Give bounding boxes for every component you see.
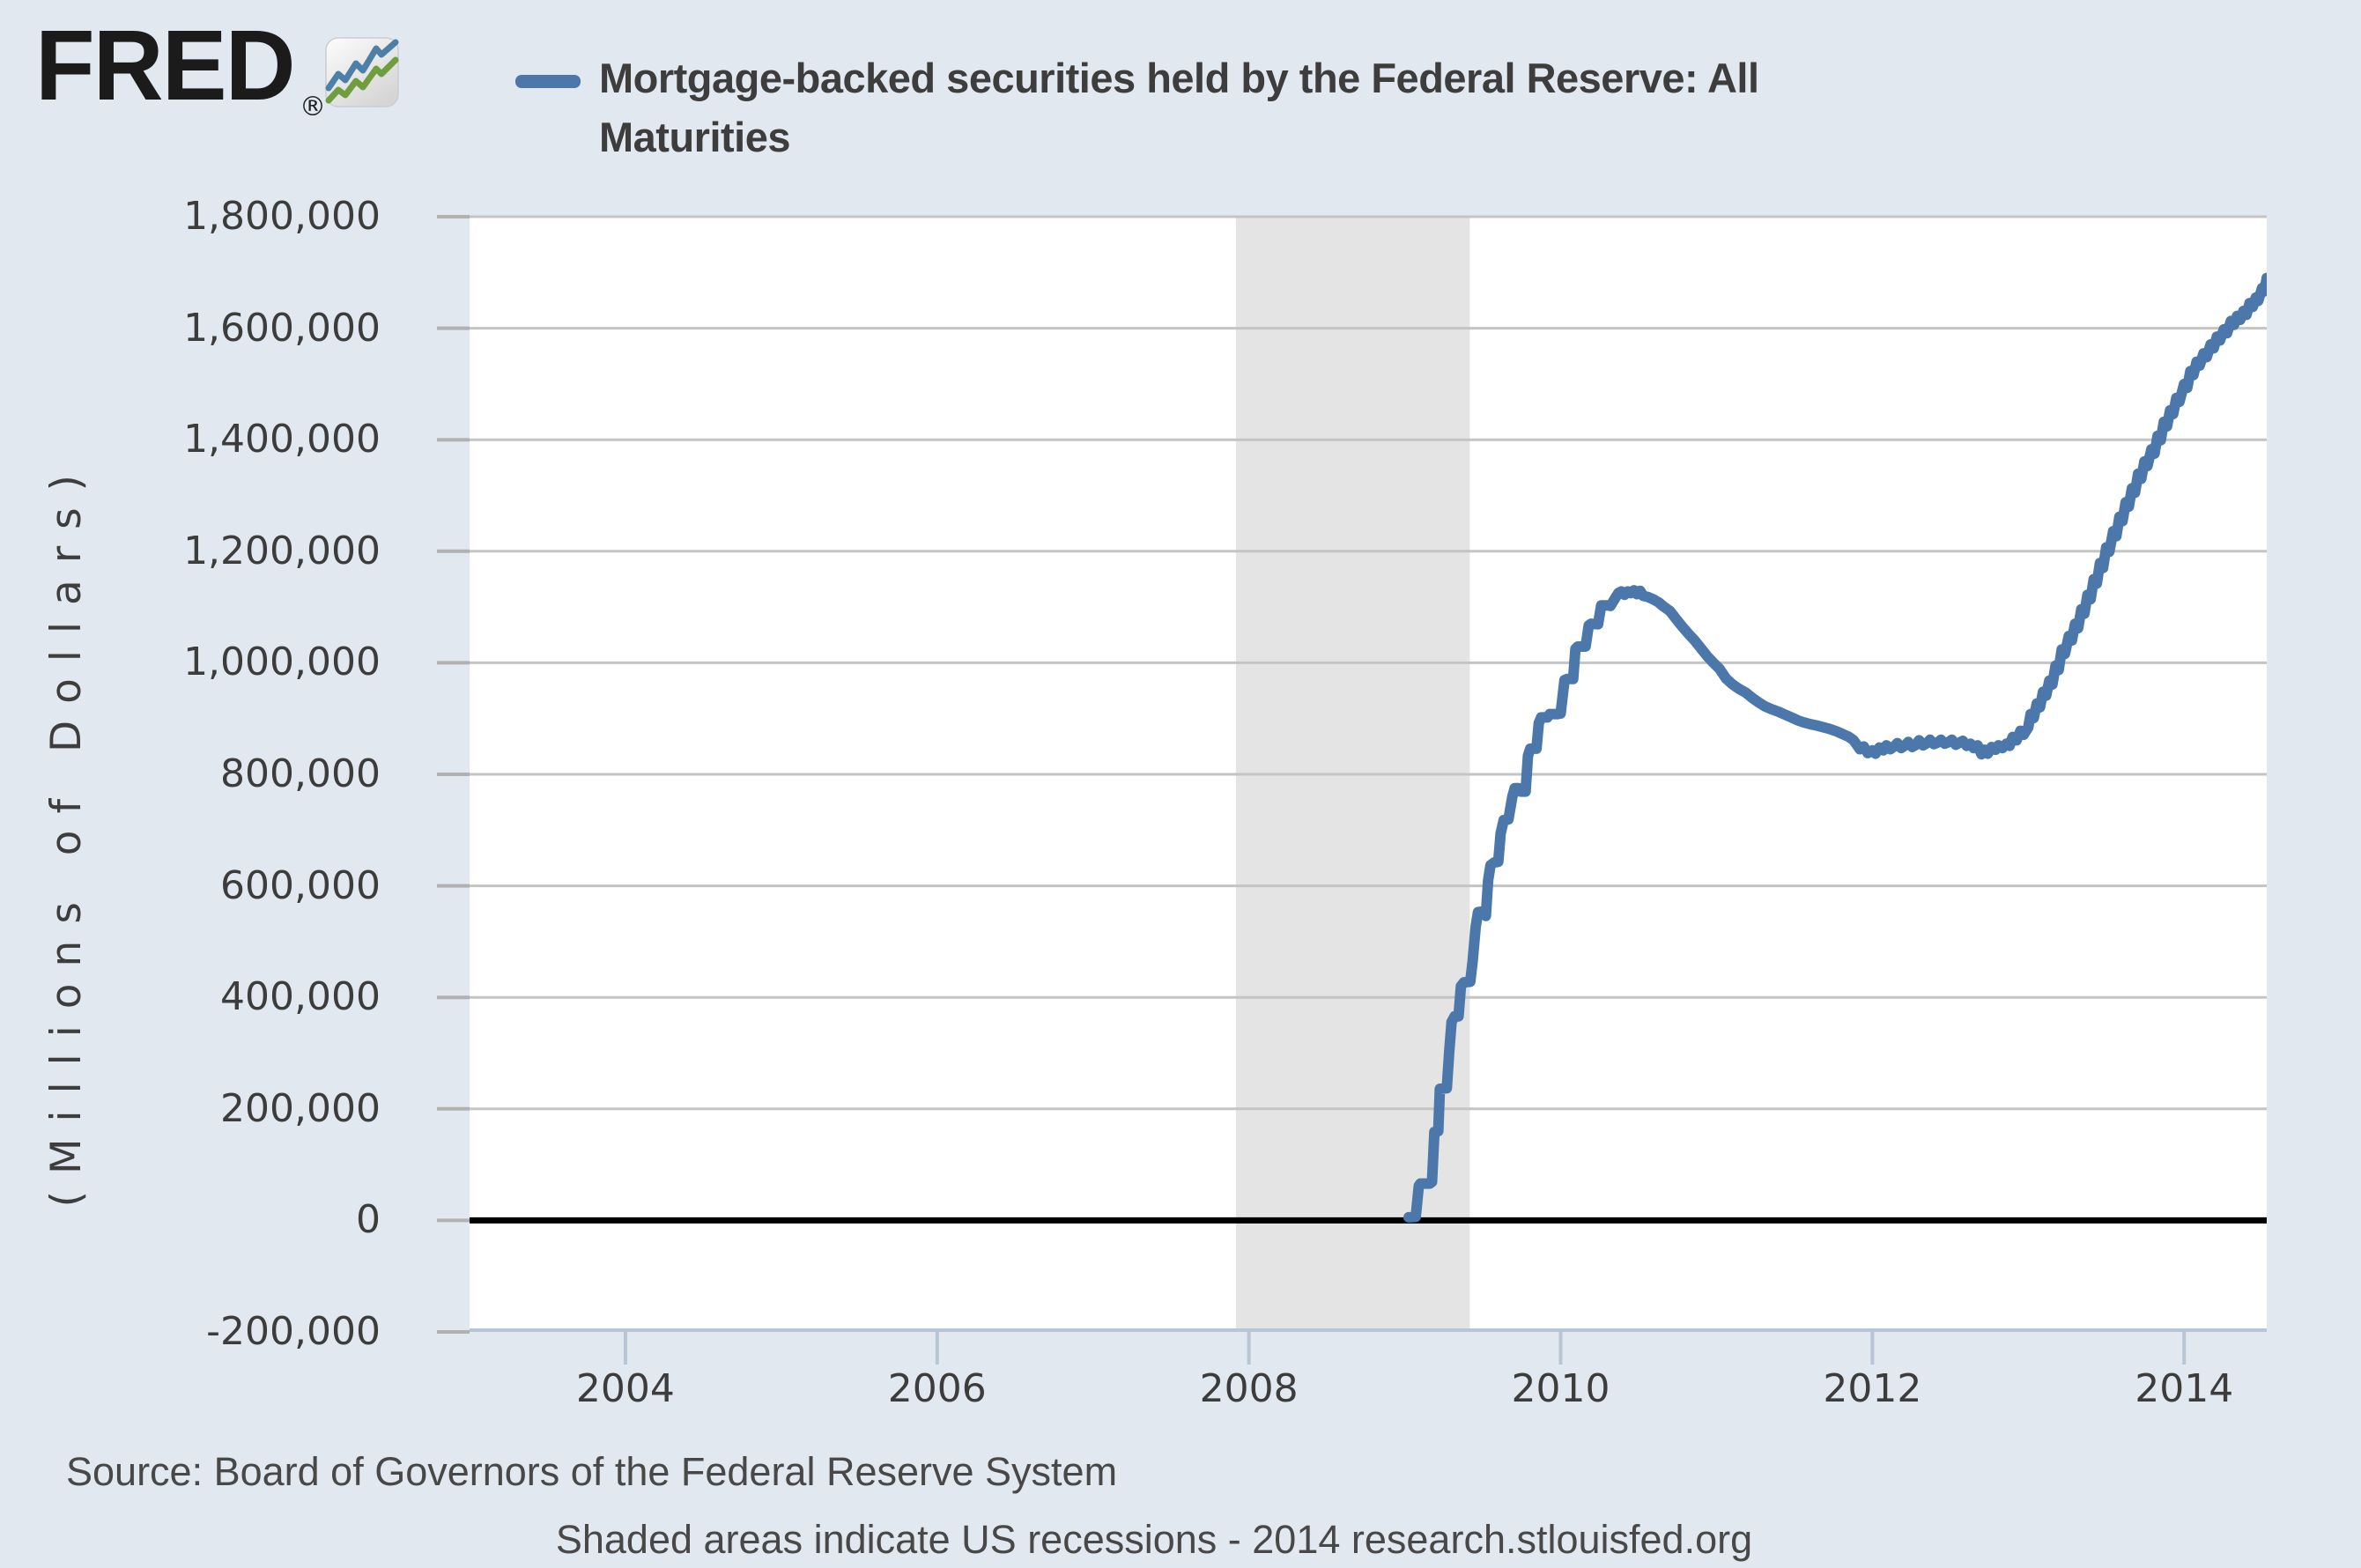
x-axis-tick-label: 2012 bbox=[1823, 1366, 1922, 1411]
y-axis-tick-label: 1,400,000 bbox=[183, 417, 381, 462]
series-line bbox=[1403, 272, 2267, 1223]
y-axis-tick-label: 0 bbox=[356, 1197, 381, 1243]
x-axis-tick-label: 2010 bbox=[1511, 1366, 1610, 1411]
y-axis-tick-label: 800,000 bbox=[220, 751, 381, 796]
y-axis-tick-label: 400,000 bbox=[220, 974, 381, 1020]
legend-series-label: Mortgage-backed securities held by the F… bbox=[599, 55, 1759, 160]
x-axis-tick-label: 2014 bbox=[2135, 1366, 2234, 1411]
fred-logo-text: FRED bbox=[35, 10, 296, 121]
x-axis-tick-label: 2006 bbox=[887, 1366, 987, 1411]
logo-icon-blue-line bbox=[325, 39, 399, 92]
y-axis-tick-label: 1,200,000 bbox=[183, 528, 381, 573]
logo-icon-green-line bbox=[325, 56, 399, 104]
y-axis-tick-label: 1,600,000 bbox=[183, 305, 381, 351]
y-axis-tick-label: 1,000,000 bbox=[183, 640, 381, 685]
y-axis-tick-label: 1,800,000 bbox=[183, 194, 381, 239]
source-attribution: Source: Board of Governors of the Federa… bbox=[66, 1449, 1118, 1494]
y-axis-tick-label: 200,000 bbox=[220, 1085, 381, 1131]
fred-logo-sparkline-icon bbox=[325, 37, 399, 107]
y-axis-tick-label: 600,000 bbox=[220, 862, 381, 908]
y-axis-tick-label: -200,000 bbox=[206, 1309, 381, 1354]
x-axis-tick-label: 2008 bbox=[1199, 1366, 1299, 1411]
x-axis-tick-label: 2004 bbox=[575, 1366, 675, 1411]
legend-series-swatch bbox=[515, 75, 581, 88]
registered-trademark-symbol: ® bbox=[300, 92, 326, 122]
recession-shading-note: Shaded areas indicate US recessions - 20… bbox=[555, 1517, 1753, 1562]
